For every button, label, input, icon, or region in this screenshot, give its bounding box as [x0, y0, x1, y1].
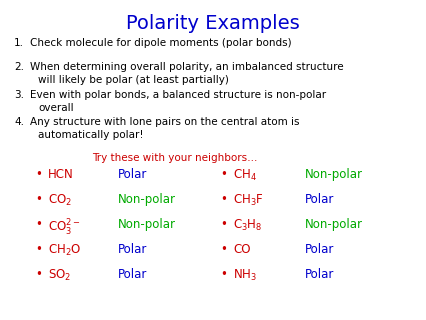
Text: Check molecule for dipole moments (polar bonds): Check molecule for dipole moments (polar…: [30, 38, 291, 48]
Text: overall: overall: [38, 103, 73, 113]
Text: will likely be polar (at least partially): will likely be polar (at least partially…: [38, 75, 228, 85]
Text: •: •: [35, 268, 42, 281]
Text: 3.: 3.: [14, 90, 24, 100]
Text: 2.: 2.: [14, 62, 24, 72]
Text: Polar: Polar: [304, 243, 334, 256]
Text: •: •: [35, 218, 42, 231]
Text: C$_3$H$_8$: C$_3$H$_8$: [233, 218, 262, 233]
Text: 4.: 4.: [14, 117, 24, 127]
Text: Polar: Polar: [118, 168, 147, 181]
Text: Polarity Examples: Polarity Examples: [126, 14, 299, 33]
Text: Polar: Polar: [304, 268, 334, 281]
Text: Non-polar: Non-polar: [118, 218, 176, 231]
Text: Non-polar: Non-polar: [118, 193, 176, 206]
Text: CO$_2$: CO$_2$: [48, 193, 72, 208]
Text: •: •: [219, 243, 226, 256]
Text: 1.: 1.: [14, 38, 24, 48]
Text: CO: CO: [233, 243, 250, 256]
Text: Non-polar: Non-polar: [304, 218, 362, 231]
Text: Polar: Polar: [118, 268, 147, 281]
Text: Even with polar bonds, a balanced structure is non-polar: Even with polar bonds, a balanced struct…: [30, 90, 325, 100]
Text: Any structure with lone pairs on the central atom is: Any structure with lone pairs on the cen…: [30, 117, 299, 127]
Text: Non-polar: Non-polar: [304, 168, 362, 181]
Text: •: •: [219, 268, 226, 281]
Text: •: •: [35, 193, 42, 206]
Text: HCN: HCN: [48, 168, 74, 181]
Text: CO$_3^{2-}$: CO$_3^{2-}$: [48, 218, 80, 238]
Text: Polar: Polar: [304, 193, 334, 206]
Text: CH$_4$: CH$_4$: [233, 168, 256, 183]
Text: When determining overall polarity, an imbalanced structure: When determining overall polarity, an im…: [30, 62, 343, 72]
Text: NH$_3$: NH$_3$: [233, 268, 256, 283]
Text: Polar: Polar: [118, 243, 147, 256]
Text: SO$_2$: SO$_2$: [48, 268, 71, 283]
Text: CH$_3$F: CH$_3$F: [233, 193, 263, 208]
Text: •: •: [219, 168, 226, 181]
Text: •: •: [219, 193, 226, 206]
Text: Try these with your neighbors…: Try these with your neighbors…: [92, 153, 257, 163]
Text: automatically polar!: automatically polar!: [38, 130, 143, 140]
Text: •: •: [35, 243, 42, 256]
Text: •: •: [35, 168, 42, 181]
Text: CH$_2$O: CH$_2$O: [48, 243, 81, 258]
Text: •: •: [219, 218, 226, 231]
